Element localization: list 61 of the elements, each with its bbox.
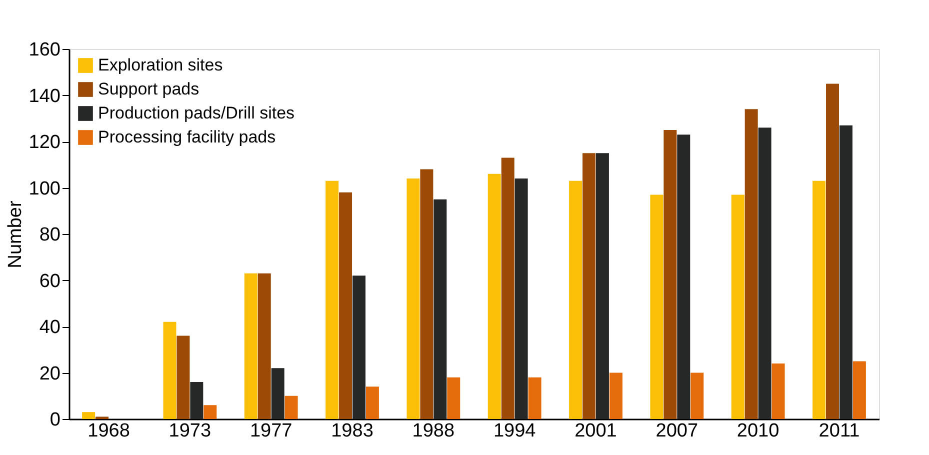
- y-tick-label: 140: [28, 86, 60, 107]
- x-tick-label: 1983: [331, 420, 374, 442]
- bar: [244, 273, 258, 419]
- bar: [826, 84, 839, 419]
- bar: [447, 377, 460, 419]
- y-tick-label: 100: [28, 178, 60, 200]
- bar: [434, 199, 447, 419]
- bar: [352, 276, 366, 419]
- bar: [258, 273, 271, 419]
- bar: [366, 386, 379, 419]
- bar: [772, 364, 785, 419]
- bar: [82, 412, 96, 419]
- x-tick-label: 2007: [656, 420, 698, 442]
- y-tick-label: 120: [28, 132, 60, 153]
- legend-label: Support pads: [98, 80, 200, 98]
- bar: [852, 361, 866, 419]
- y-tick-label: 20: [39, 363, 60, 384]
- x-tick-label: 1977: [250, 420, 292, 442]
- bar: [163, 322, 176, 419]
- bar: [204, 405, 217, 419]
- y-tick-label: 60: [39, 270, 60, 292]
- x-tick-label: 2010: [736, 420, 780, 442]
- bar: [731, 194, 744, 419]
- bar: [190, 382, 204, 419]
- bar: [596, 153, 609, 419]
- bar: [758, 128, 772, 419]
- y-tick-label: 0: [50, 410, 60, 430]
- bar: [488, 174, 501, 419]
- bar: [744, 109, 758, 419]
- bar: [812, 180, 826, 419]
- bar: [582, 153, 596, 419]
- x-tick-label: 2011: [818, 420, 860, 442]
- legend-label: Production pads/Drill sites: [98, 104, 295, 122]
- y-tick-label: 160: [28, 40, 60, 60]
- bar: [420, 169, 434, 419]
- bar: [839, 125, 852, 419]
- legend-label: Exploration sites: [98, 56, 223, 74]
- bar: [176, 336, 190, 419]
- bar: [528, 377, 542, 419]
- x-tick-label: 1988: [412, 420, 455, 442]
- bar: [339, 192, 352, 419]
- x-tick-label: 1968: [88, 420, 130, 442]
- bar: [609, 372, 622, 419]
- bar: [677, 134, 690, 419]
- bar: [271, 368, 284, 419]
- y-tick-label: 80: [39, 224, 60, 246]
- bar: [406, 178, 420, 419]
- x-tick-label: 1994: [493, 420, 536, 442]
- y-axis-title: Number: [4, 200, 26, 268]
- bar: [569, 180, 582, 419]
- bar: [650, 194, 664, 419]
- x-tick-label: 1973: [168, 420, 212, 442]
- bar: [326, 180, 339, 419]
- x-tick-label: 2001: [574, 420, 617, 442]
- y-tick-label: 40: [39, 317, 60, 338]
- bar: [664, 130, 677, 419]
- bar: [284, 396, 298, 419]
- bar: [501, 158, 514, 419]
- bar: [690, 372, 704, 419]
- legend-label: Processing facility pads: [98, 128, 276, 146]
- bar: [514, 178, 528, 419]
